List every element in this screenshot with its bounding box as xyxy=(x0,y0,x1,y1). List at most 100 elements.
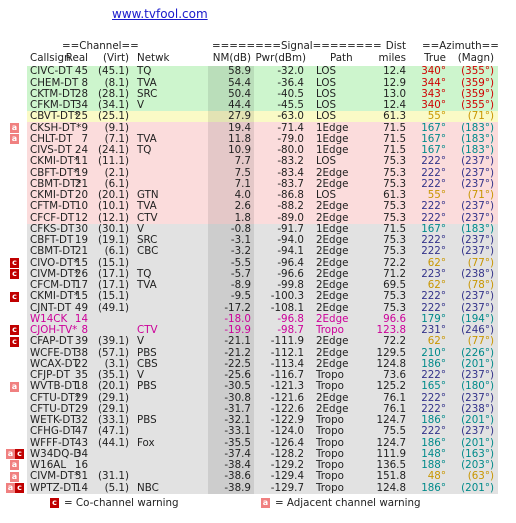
cell: TVA xyxy=(137,76,157,89)
cell: (8.1) xyxy=(104,76,129,89)
cell: -32.0 xyxy=(277,65,304,78)
cell: (201°) xyxy=(461,357,494,370)
cell: 222° xyxy=(421,245,446,258)
cell: (237°) xyxy=(461,245,494,258)
row-background xyxy=(27,437,498,449)
row-background xyxy=(27,403,498,415)
site-link[interactable]: www.tvfool.com xyxy=(112,7,208,21)
cell: -88.2 xyxy=(277,200,304,213)
cell: (25.1) xyxy=(98,110,129,123)
row-background xyxy=(27,88,498,100)
cell: 10.9 xyxy=(228,144,251,157)
cell: -83.4 xyxy=(277,166,304,179)
cell: V xyxy=(137,222,145,235)
cell: (78°) xyxy=(467,279,494,292)
cell: (237°) xyxy=(461,301,494,314)
cell: 75.3 xyxy=(383,166,406,179)
cell: (34.1) xyxy=(98,99,129,112)
cell: 7.5 xyxy=(234,166,251,179)
cell: LOS xyxy=(316,76,337,89)
cell: (2.1) xyxy=(104,166,129,179)
cell: 13.0 xyxy=(383,87,406,100)
cell: -129.4 xyxy=(270,470,304,483)
row-background xyxy=(27,99,498,111)
cell: (238°) xyxy=(461,402,494,415)
cell: 186° xyxy=(421,357,446,370)
cell: CFCF-DT xyxy=(30,211,75,224)
cell: -94.1 xyxy=(277,245,304,258)
column-header: (Magn) xyxy=(457,52,494,64)
cell: -31.7 xyxy=(224,402,251,415)
cell: Tropo xyxy=(316,425,344,438)
cell: 19 xyxy=(74,234,88,247)
cell: SRC xyxy=(137,234,158,247)
cell: -45.5 xyxy=(277,99,304,112)
cell: CBMT-DT xyxy=(30,245,77,258)
column-header: NM(dB) xyxy=(212,52,251,64)
cell: 55° xyxy=(427,189,446,202)
cell: (359°) xyxy=(461,76,494,89)
cell: (24.1) xyxy=(98,144,129,157)
cell: -38.4 xyxy=(224,459,251,472)
cell: -83.2 xyxy=(277,155,304,168)
cell: -100.3 xyxy=(270,290,304,303)
cell: (355°) xyxy=(461,65,494,78)
cell: 340° xyxy=(421,99,446,112)
cell: 43 xyxy=(74,436,88,449)
warning-icon: c xyxy=(10,325,19,336)
cell: -30.5 xyxy=(224,380,251,393)
cell: -122.9 xyxy=(270,414,304,427)
cell: 19.4 xyxy=(228,121,251,134)
cell: 25 xyxy=(74,110,88,123)
legend-icon: a xyxy=(261,498,270,508)
cell: -36.4 xyxy=(277,76,304,89)
cell: (237°) xyxy=(461,234,494,247)
cell: -124.0 xyxy=(270,425,304,438)
row-background xyxy=(27,291,498,303)
cell: CKMI-DT* xyxy=(30,155,79,168)
cell: CKSH-DT* xyxy=(30,121,82,134)
cell: (77°) xyxy=(467,335,494,348)
row-background xyxy=(27,66,498,78)
cell: 124.7 xyxy=(376,436,406,449)
cell: (183°) xyxy=(461,121,494,134)
row-background xyxy=(27,302,498,314)
cell: 38 xyxy=(74,346,88,359)
cell: 62° xyxy=(427,279,446,292)
cell: 75.3 xyxy=(383,301,406,314)
cell: -121.6 xyxy=(270,391,304,404)
row-background xyxy=(27,324,498,336)
cell: 31 xyxy=(74,470,88,483)
cell: 58.9 xyxy=(228,65,251,78)
cell: 18 xyxy=(74,380,88,393)
cell: 26 xyxy=(74,267,88,280)
cell: -18.0 xyxy=(224,312,251,325)
row-background xyxy=(27,336,498,348)
cell: -35.5 xyxy=(224,436,251,449)
row-background xyxy=(27,257,498,269)
cell: -17.2 xyxy=(224,301,251,314)
cell: 2.6 xyxy=(234,200,251,213)
nm-shade xyxy=(208,66,254,494)
cell: 12.4 xyxy=(383,65,406,78)
cell: -9.5 xyxy=(230,290,251,303)
row-background xyxy=(27,392,498,404)
cell: TQ xyxy=(137,65,152,78)
cell: -86.8 xyxy=(277,189,304,202)
cell: -89.0 xyxy=(277,211,304,224)
cell: CKTM-DT xyxy=(30,87,77,100)
cell: 19 xyxy=(74,166,88,179)
cell: (9.1) xyxy=(104,121,129,134)
cell: -21.1 xyxy=(224,335,251,348)
warning-icon: c xyxy=(10,269,19,279)
cell: (49.1) xyxy=(98,301,129,314)
cell: 29 xyxy=(74,391,88,404)
cell: (237°) xyxy=(461,166,494,179)
cell: Tropo xyxy=(316,324,344,337)
cell: (5.1) xyxy=(104,481,129,494)
cell: 2Edge xyxy=(316,234,349,247)
cell: CBVT-DT* xyxy=(30,110,80,123)
cell: V xyxy=(137,99,145,112)
cell: CJNT-DT xyxy=(30,301,72,314)
